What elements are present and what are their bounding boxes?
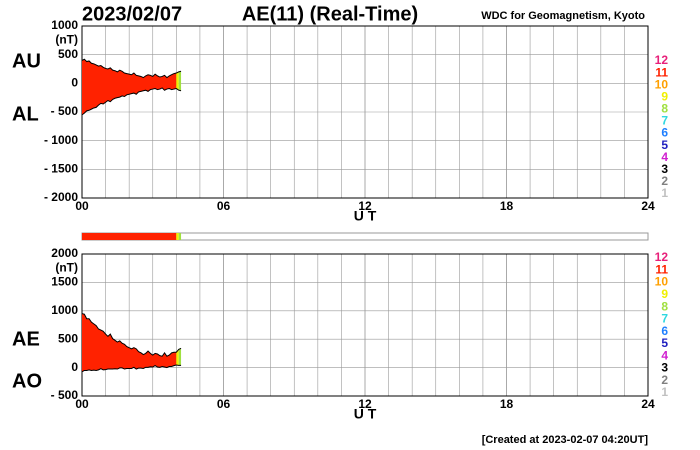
series-name: AE: [12, 328, 40, 350]
y-tick-label: 1000: [51, 303, 78, 317]
station-legend: 5: [661, 336, 668, 350]
status-segment: [178, 233, 182, 240]
coverage-fill: [176, 71, 179, 91]
title: AE(11) (Real-Time): [242, 3, 418, 25]
coverage-fill: [178, 71, 182, 91]
station-legend: 12: [655, 53, 669, 67]
x-tick-label: 00: [75, 397, 89, 411]
x-tick-label: 24: [641, 397, 655, 411]
station-legend: 9: [661, 89, 668, 103]
x-tick-label: 12: [358, 397, 372, 411]
series-line: [81, 58, 182, 79]
series-name: AO: [12, 370, 42, 392]
station-legend: 9: [661, 287, 668, 301]
station-legend: 8: [661, 299, 668, 313]
station-legend: 2: [661, 174, 668, 188]
coverage-fill: [178, 348, 182, 366]
station-legend: 5: [661, 138, 668, 152]
x-tick-label: 06: [217, 199, 231, 213]
y-tick-label: 500: [58, 331, 78, 345]
station-legend: 6: [661, 324, 668, 338]
series-name: AL: [12, 103, 39, 125]
x-tick-label: 12: [358, 199, 372, 213]
x-tick-label: 06: [217, 397, 231, 411]
source: WDC for Geomagnetism, Kyoto: [481, 10, 645, 22]
y-tick-label: 1500: [51, 275, 78, 289]
x-tick-label: 18: [500, 199, 514, 213]
station-legend: 7: [661, 114, 668, 128]
y-tick-label: 0: [71, 76, 78, 90]
x-axis-label: U T: [354, 406, 377, 422]
station-legend: 4: [661, 150, 668, 164]
status-segment: [176, 233, 179, 240]
series-name: AU: [12, 50, 41, 72]
station-legend: 11: [655, 65, 668, 79]
footer: [Created at 2023-02-07 04:20UT]: [482, 434, 649, 446]
x-axis-label: U T: [354, 208, 377, 224]
series-line: [81, 87, 182, 116]
y-tick-label: - 1500: [44, 162, 78, 176]
station-legend: 1: [661, 385, 668, 399]
y-tick-label: - 2000: [44, 190, 78, 204]
coverage-fill: [82, 59, 177, 115]
series-line: [81, 313, 182, 357]
y-tick-label: 2000: [51, 246, 78, 260]
date: 2023/02/07: [82, 3, 182, 25]
x-tick-label: 18: [500, 397, 514, 411]
station-legend: 6: [661, 126, 668, 140]
station-legend: 12: [655, 250, 669, 264]
y-unit: (nT): [55, 260, 78, 274]
station-legend: 8: [661, 102, 668, 116]
station-legend: 1: [661, 186, 668, 200]
y-unit: (nT): [55, 33, 78, 47]
series-line: [81, 364, 182, 373]
station-legend: 4: [661, 348, 668, 362]
y-tick-label: - 500: [51, 388, 79, 402]
y-tick-label: 1000: [51, 18, 78, 32]
x-tick-label: 24: [641, 199, 655, 213]
coverage-fill: [176, 349, 179, 366]
station-legend: 3: [661, 361, 668, 375]
y-tick-label: - 1000: [44, 133, 78, 147]
station-legend: 10: [655, 77, 669, 91]
status-segment: [82, 233, 177, 240]
coverage-fill: [82, 313, 177, 372]
station-legend: 7: [661, 312, 668, 326]
station-legend: 2: [661, 373, 668, 387]
station-legend: 10: [655, 275, 669, 289]
station-legend: 11: [655, 262, 668, 276]
x-tick-label: 00: [75, 199, 89, 213]
y-tick-label: 0: [71, 360, 78, 374]
station-legend: 3: [661, 162, 668, 176]
y-tick-label: - 500: [51, 104, 79, 118]
y-tick-label: 500: [58, 47, 78, 61]
